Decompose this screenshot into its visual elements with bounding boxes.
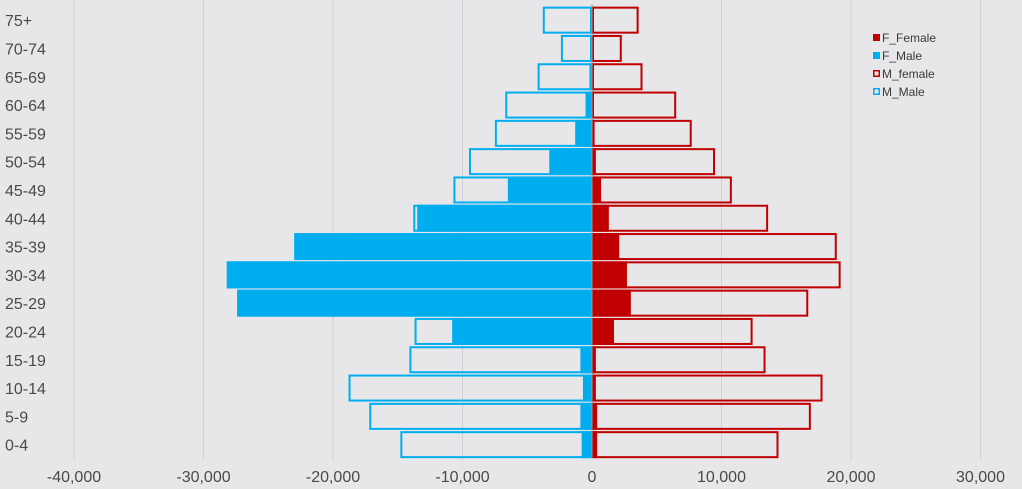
bar-m-female-6 xyxy=(592,176,732,204)
y-tick-label: 30-34 xyxy=(5,268,46,285)
bar-f-female-9 xyxy=(592,261,627,289)
x-tick-label: 0 xyxy=(588,469,597,486)
bar-m-male-0 xyxy=(542,6,592,34)
bar-m-female-8 xyxy=(592,233,837,261)
bar-m-male-11 xyxy=(414,317,592,345)
y-tick-label: 45-49 xyxy=(5,183,46,200)
bar-m-female-9 xyxy=(592,261,841,289)
bar-m-female-15 xyxy=(592,431,779,459)
bar-f-female-10 xyxy=(592,289,631,317)
bar-f-male-13 xyxy=(582,374,592,402)
y-tick-label: 10-14 xyxy=(5,381,46,398)
y-tick-label: 50-54 xyxy=(5,155,46,172)
y-tick-label: 5-9 xyxy=(5,409,28,426)
y-tick-label: 35-39 xyxy=(5,240,46,257)
bar-f-male-5 xyxy=(549,148,592,176)
legend-label-f-female: F_Female xyxy=(882,31,936,45)
y-tick-label: 40-44 xyxy=(5,211,46,228)
x-tick-label: -20,000 xyxy=(306,469,360,486)
y-tick-label: 25-29 xyxy=(5,296,46,313)
bar-f-male-9 xyxy=(226,261,592,289)
bars-layer xyxy=(226,6,841,459)
bar-f-male-10 xyxy=(237,289,593,317)
y-tick-label: 70-74 xyxy=(5,41,46,58)
bar-m-male-2 xyxy=(537,63,592,91)
bar-f-female-11 xyxy=(592,317,615,345)
bar-f-male-3 xyxy=(585,91,592,119)
bar-f-female-15 xyxy=(592,431,598,459)
bar-m-male-10 xyxy=(237,289,592,317)
legend: F_Female F_Male M_female M_Male xyxy=(873,31,936,99)
bar-m-male-9 xyxy=(226,261,592,289)
bar-f-male-4 xyxy=(575,119,592,147)
bar-f-female-7 xyxy=(592,204,609,232)
bar-f-male-6 xyxy=(507,176,592,204)
x-tick-label: 20,000 xyxy=(827,469,876,486)
x-tick-label: 10,000 xyxy=(697,469,746,486)
bar-m-female-1 xyxy=(592,34,622,62)
bar-m-female-13 xyxy=(592,374,823,402)
x-tick-label: -10,000 xyxy=(435,469,489,486)
y-tick-label: 15-19 xyxy=(5,353,46,370)
bar-m-male-4 xyxy=(494,119,592,147)
bar-f-male-12 xyxy=(580,346,592,374)
bar-m-female-12 xyxy=(592,346,766,374)
bar-m-female-0 xyxy=(592,6,639,34)
bar-m-female-7 xyxy=(592,204,769,232)
x-tick-label: -40,000 xyxy=(47,469,101,486)
bar-m-female-10 xyxy=(592,289,809,317)
x-axis-labels: -40,000 -30,000 -20,000 -10,000 0 10,000 20,00… xyxy=(47,469,1005,486)
bar-m-female-2 xyxy=(592,63,643,91)
bar-m-male-3 xyxy=(505,91,592,119)
y-tick-label: 60-64 xyxy=(5,98,46,115)
legend-label-m-female: M_female xyxy=(882,67,935,81)
bar-f-male-8 xyxy=(294,233,592,261)
bar-m-male-13 xyxy=(348,374,593,402)
bar-m-male-12 xyxy=(409,346,592,374)
legend-label-f-male: F_Male xyxy=(882,49,922,63)
bar-m-female-3 xyxy=(592,91,677,119)
bar-f-male-11 xyxy=(452,317,592,345)
legend-swatch-m-male xyxy=(873,88,880,95)
bar-m-female-14 xyxy=(592,402,811,430)
y-tick-label: 55-59 xyxy=(5,126,46,143)
x-tick-label: -30,000 xyxy=(176,469,230,486)
bar-m-male-5 xyxy=(468,148,593,176)
y-tick-label: 0-4 xyxy=(5,438,28,455)
bar-m-male-8 xyxy=(343,233,592,261)
bar-f-male-14 xyxy=(580,402,592,430)
bar-m-female-4 xyxy=(592,119,692,147)
bar-m-female-5 xyxy=(592,148,716,176)
bar-f-female-6 xyxy=(592,176,602,204)
legend-swatch-f-male xyxy=(873,52,880,59)
bar-m-male-14 xyxy=(369,402,593,430)
bar-m-male-6 xyxy=(453,176,592,204)
legend-swatch-f-female xyxy=(873,34,880,41)
bar-m-male-1 xyxy=(560,34,592,62)
y-tick-label: 65-69 xyxy=(5,70,46,87)
x-tick-label: 30,000 xyxy=(956,469,1005,486)
bar-m-male-15 xyxy=(400,431,592,459)
y-axis-labels: 75+ 70-74 65-69 60-64 55-59 50-54 45-49 40-44 35… xyxy=(5,13,46,455)
bar-f-female-8 xyxy=(592,233,620,261)
bar-f-male-7 xyxy=(417,204,592,232)
legend-swatch-m-female xyxy=(873,70,880,77)
bar-f-female-14 xyxy=(592,402,598,430)
bar-m-female-11 xyxy=(592,317,753,345)
y-tick-label: 75+ xyxy=(5,13,32,30)
legend-label-m-male: M_Male xyxy=(882,85,925,99)
bar-f-male-15 xyxy=(581,431,592,459)
y-tick-label: 20-24 xyxy=(5,324,46,341)
bar-m-male-7 xyxy=(413,204,593,232)
